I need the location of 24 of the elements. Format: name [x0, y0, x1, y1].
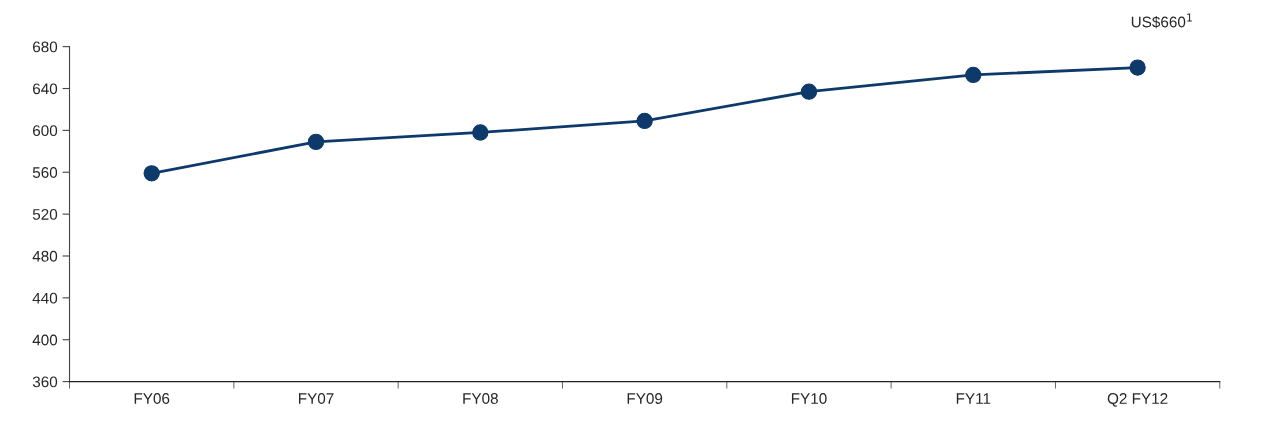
y-tick-label: 560: [32, 167, 58, 178]
x-tick-label: Q2 FY12: [1107, 393, 1168, 407]
y-tick-label: 480: [32, 250, 58, 262]
x-tick-label: FY08: [463, 393, 498, 404]
x-tick-label: FY09: [627, 393, 663, 404]
point: [472, 124, 489, 141]
point: [307, 133, 325, 151]
y-tick-label: 440: [32, 292, 58, 304]
x-tick-label: FY06: [134, 393, 170, 404]
x-tick-label: FY10: [791, 393, 827, 404]
point: [965, 66, 982, 84]
y-tick-label: 600: [33, 125, 58, 137]
y-tick-label: 400: [32, 334, 58, 346]
y-tick-label: 520: [32, 208, 58, 220]
point: [800, 83, 818, 100]
y-tick-label: 640: [33, 83, 58, 95]
x-tick-label: FY07: [299, 393, 334, 404]
point: [1129, 59, 1146, 76]
y-tick-label: 680: [33, 41, 58, 53]
point: [636, 112, 653, 130]
annotation: US$660$^{1}$: [1131, 13, 1192, 29]
point: [143, 165, 160, 182]
x-tick-label: FY11: [956, 393, 991, 404]
y-tick-label: 360: [32, 376, 58, 388]
